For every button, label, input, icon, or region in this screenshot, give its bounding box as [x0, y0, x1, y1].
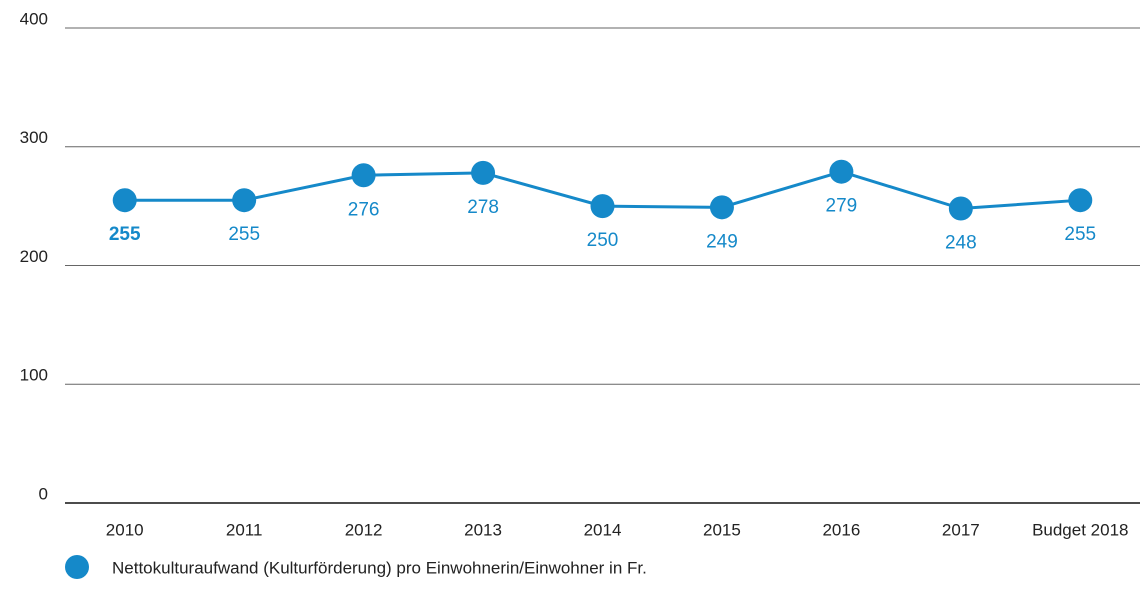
y-tick-label: 300 — [20, 128, 48, 147]
data-label: 250 — [587, 230, 619, 251]
x-tick-label: 2011 — [226, 520, 263, 539]
x-tick-label: 2015 — [703, 520, 741, 539]
y-tick-label: 400 — [20, 9, 48, 28]
x-tick-label: 2016 — [822, 520, 860, 539]
y-tick-label: 0 — [39, 484, 48, 503]
marker — [351, 163, 376, 188]
x-tick-label: 2012 — [345, 520, 383, 539]
marker — [948, 196, 973, 221]
x-tick-label: 2014 — [584, 520, 622, 539]
data-label: 255 — [1064, 224, 1096, 245]
data-label: 255 — [228, 224, 260, 245]
marker — [112, 188, 137, 213]
data-label: 279 — [826, 196, 858, 217]
data-label: 249 — [706, 231, 738, 252]
marker — [232, 188, 257, 213]
x-tick-label: 2010 — [106, 520, 144, 539]
marker — [829, 159, 854, 184]
x-tick-label: 2013 — [464, 520, 502, 539]
marker — [709, 195, 734, 220]
x-tick-label: Budget 2018 — [1032, 520, 1128, 539]
marker — [590, 194, 615, 219]
data-label: 255 — [109, 224, 141, 245]
data-label: 248 — [945, 233, 977, 254]
legend-label: Nettokulturaufwand (Kulturförderung) pro… — [112, 558, 647, 577]
y-tick-label: 200 — [20, 247, 48, 266]
x-tick-label: 2017 — [942, 520, 980, 539]
marker — [471, 160, 496, 185]
legend-marker — [65, 555, 89, 579]
data-label: 276 — [348, 199, 380, 220]
marker — [1068, 188, 1093, 213]
y-tick-label: 100 — [20, 366, 48, 385]
data-label: 278 — [467, 197, 499, 218]
